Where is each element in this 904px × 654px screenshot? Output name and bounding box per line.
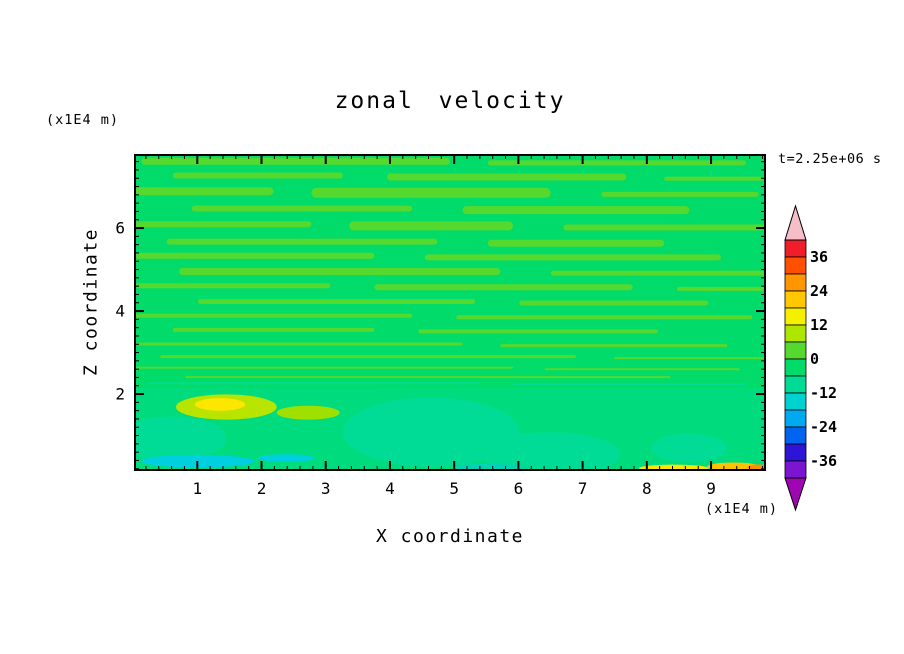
contour-streak bbox=[487, 239, 665, 247]
contour-patch bbox=[651, 433, 728, 463]
contour-streak bbox=[544, 368, 740, 371]
x-tick-label: 5 bbox=[449, 479, 459, 498]
colorbar: 36 24 12 0 -12 -24 -36 bbox=[784, 204, 837, 512]
contour-streak bbox=[418, 329, 658, 334]
contour-streak bbox=[160, 355, 576, 359]
contour-patch bbox=[257, 454, 315, 462]
x-axis-label: X coordinate bbox=[375, 526, 525, 547]
colorbar-cell bbox=[784, 443, 807, 462]
contour-patch bbox=[707, 462, 760, 470]
contour-streak bbox=[487, 160, 747, 166]
contour-streak bbox=[387, 173, 627, 181]
y-tick-label: 2 bbox=[115, 385, 125, 404]
x-tick-label: 8 bbox=[642, 479, 652, 498]
contour-streak bbox=[513, 383, 747, 386]
contour-streak bbox=[179, 268, 501, 276]
y-axis-units-label: (x1E4 m) bbox=[46, 112, 120, 128]
contour-streak bbox=[135, 313, 413, 318]
colorbar-label: -24 bbox=[810, 418, 837, 436]
contour-streak bbox=[424, 254, 721, 261]
contour-streak bbox=[172, 327, 375, 332]
colorbar-cell bbox=[784, 341, 807, 360]
contour-streak bbox=[550, 270, 765, 276]
contour-streak bbox=[601, 191, 759, 197]
contour-streak bbox=[185, 376, 671, 379]
colorbar-cell bbox=[784, 239, 807, 258]
colorbar-cell bbox=[784, 358, 807, 377]
contour-patch bbox=[747, 464, 765, 470]
colorbar-cell bbox=[784, 460, 807, 479]
colorbar-label: 12 bbox=[810, 316, 828, 334]
contour-streak bbox=[135, 366, 513, 369]
y-tick-label: 6 bbox=[115, 219, 125, 238]
contour-streak bbox=[135, 221, 312, 228]
x-tick-label: 9 bbox=[706, 479, 716, 498]
colorbar-cell bbox=[784, 426, 807, 445]
colorbar-bottom-arrow bbox=[784, 477, 807, 512]
contour-field bbox=[135, 155, 765, 470]
colorbar-label: -36 bbox=[810, 452, 837, 470]
contour-streak bbox=[172, 172, 343, 179]
x-axis-units-label: (x1E4 m) bbox=[704, 501, 778, 517]
contour-streak bbox=[349, 221, 513, 231]
contour-patch bbox=[194, 398, 246, 411]
contour-streak bbox=[198, 298, 476, 304]
major-ticks bbox=[135, 155, 765, 470]
colorbar-label: 0 bbox=[810, 350, 819, 368]
contour-patch bbox=[276, 405, 340, 420]
colorbar-cell bbox=[784, 409, 807, 428]
contour-streak bbox=[166, 238, 438, 245]
x-tick-label: 4 bbox=[385, 479, 395, 498]
colorbar-cell bbox=[784, 375, 807, 394]
colorbar-cell bbox=[784, 392, 807, 411]
contour-streak bbox=[664, 176, 765, 181]
contour-streak bbox=[462, 206, 690, 215]
colorbar-label: 24 bbox=[810, 282, 828, 300]
x-tick-label: 2 bbox=[257, 479, 267, 498]
colorbar-cell bbox=[784, 307, 807, 326]
contour-patch bbox=[135, 416, 227, 461]
x-tick-label: 7 bbox=[578, 479, 588, 498]
contour-patch bbox=[342, 397, 520, 467]
contour-streak bbox=[311, 187, 551, 198]
colorbar-cell bbox=[784, 290, 807, 309]
contour-streak bbox=[135, 187, 274, 196]
colorbar-top-arrow bbox=[784, 204, 807, 241]
colorbar-cell bbox=[784, 324, 807, 343]
contour-streak bbox=[456, 315, 753, 320]
contour-patch bbox=[639, 464, 709, 470]
x-tick-label: 1 bbox=[192, 479, 202, 498]
contour-streak bbox=[500, 344, 728, 348]
y-tick-label: 4 bbox=[115, 302, 125, 321]
colorbar-cell bbox=[784, 273, 807, 292]
contour-streak bbox=[374, 284, 633, 291]
tick-labels: 1 2 3 4 5 6 7 8 9 2 4 6 bbox=[115, 219, 716, 498]
contour-streak bbox=[141, 157, 451, 165]
plot-frame bbox=[134, 154, 766, 471]
colorbar-label: 36 bbox=[810, 248, 828, 266]
contour-streak bbox=[563, 224, 765, 231]
colorbar-label: -12 bbox=[810, 384, 837, 402]
x-tick-label: 3 bbox=[321, 479, 331, 498]
chart-title: zonal velocity bbox=[334, 88, 566, 114]
y-axis-label: Z coordinate bbox=[80, 227, 102, 377]
contour-streak bbox=[613, 357, 765, 360]
x-tick-label: 6 bbox=[514, 479, 524, 498]
contour-streak bbox=[135, 283, 331, 289]
contour-streak bbox=[519, 300, 709, 306]
contour-streak bbox=[135, 342, 463, 346]
contour-patch bbox=[481, 432, 621, 470]
contour-streak bbox=[676, 286, 765, 291]
time-annotation: t=2.25e+06 s bbox=[778, 151, 882, 167]
contour-streak bbox=[147, 382, 482, 385]
contour-streak bbox=[191, 205, 413, 212]
colorbar-cell bbox=[784, 256, 807, 275]
contour-streak bbox=[135, 252, 375, 259]
